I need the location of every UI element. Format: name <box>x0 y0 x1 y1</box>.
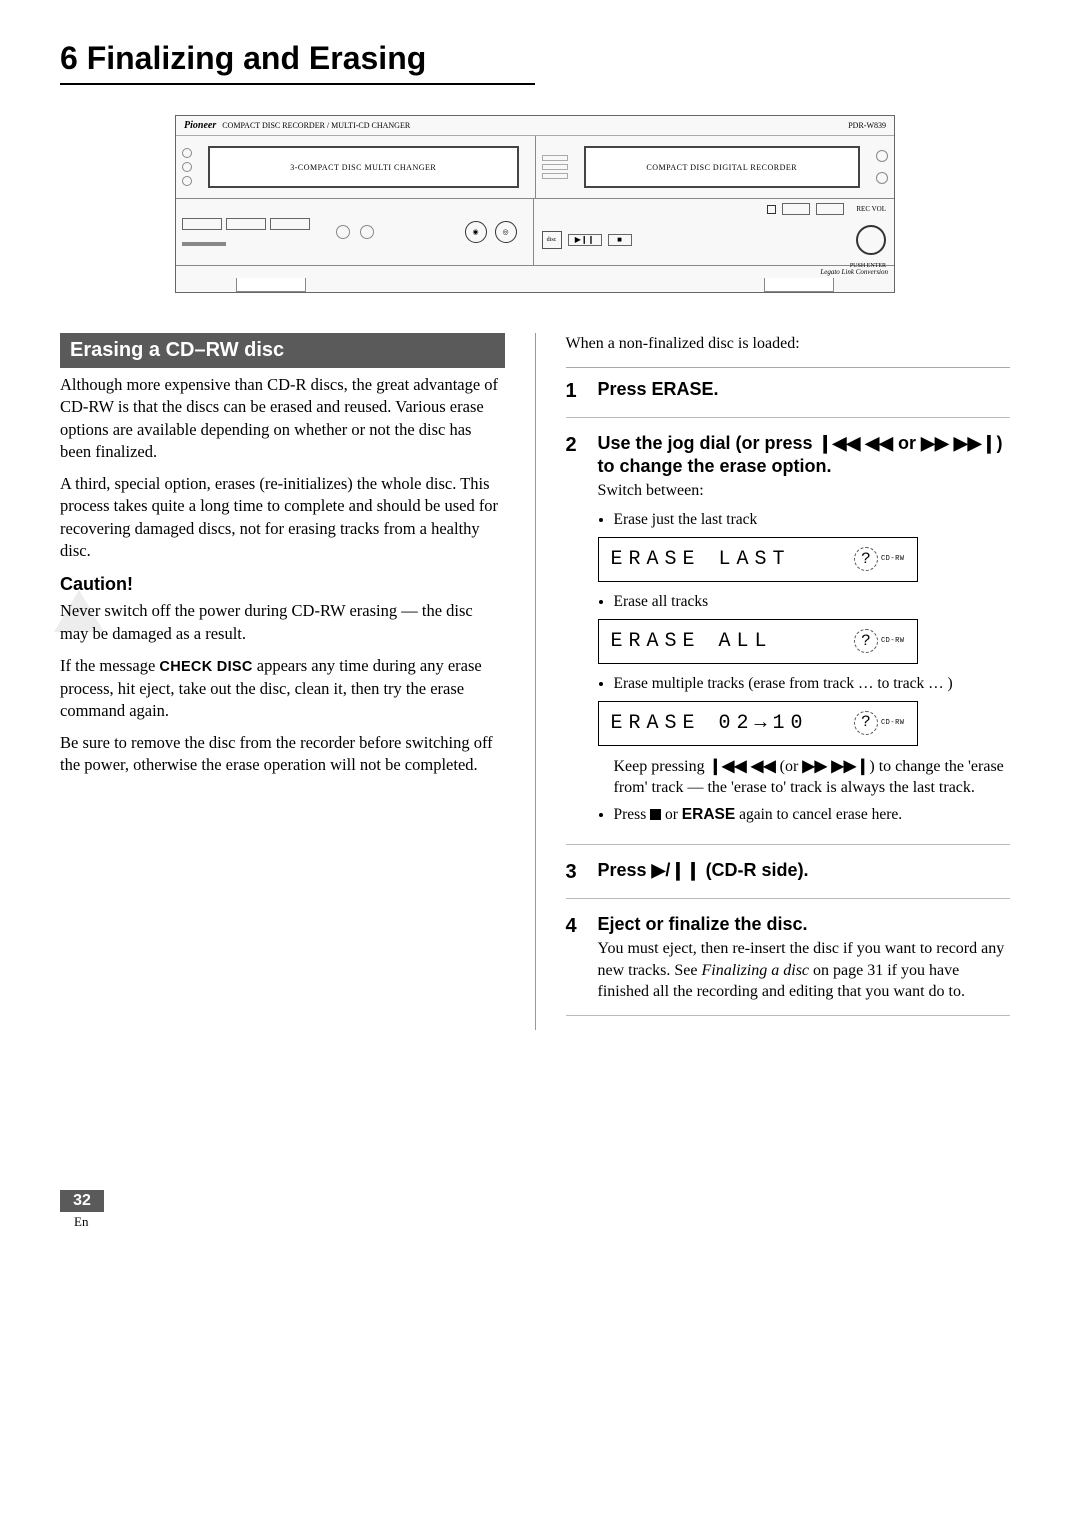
disc-query-icon: ? <box>854 547 878 571</box>
lcd-erase-all: ERASE ALL ?CD-RW <box>598 619 918 664</box>
device-diagram: Pioneer COMPACT DISC RECORDER / MULTI-CD… <box>175 115 895 293</box>
step-4-heading: Eject or finalize the disc. <box>598 913 1011 936</box>
page-number: 32 <box>60 1190 104 1212</box>
stop-icon <box>650 809 661 820</box>
keep-pressing-note: Keep pressing ❙◀◀ ◀◀ (or ▶▶ ▶▶❙) to chan… <box>614 756 1011 799</box>
skip-back-icon: ❙◀◀ ◀◀ <box>818 433 893 453</box>
left-tray: 3-COMPACT DISC MULTI CHANGER <box>208 146 519 188</box>
play-pause-icon: ▶/❙❙ <box>652 860 701 880</box>
page-language: En <box>60 1212 1010 1230</box>
intro-para-2: A third, special option, erases (re-init… <box>60 473 505 562</box>
caution-para-3: Be sure to remove the disc from the reco… <box>60 732 505 777</box>
record-button-icon: ◉ <box>465 221 487 243</box>
disc-query-icon: ? <box>854 629 878 653</box>
stop-icon <box>767 205 776 214</box>
skip-back-icon <box>782 203 810 215</box>
step-number: 4 <box>566 913 584 1003</box>
skip-back-icon: ❙◀◀ ◀◀ <box>709 758 776 775</box>
step-number: 1 <box>566 378 584 405</box>
step-1: 1 Press ERASE. <box>566 378 1011 418</box>
disc-query-icon: ? <box>854 711 878 735</box>
cd-logo-icon: disc <box>542 231 562 249</box>
bullet-erase-multiple: Erase multiple tracks (erase from track … <box>614 674 1011 695</box>
target-button-icon: ◎ <box>495 221 517 243</box>
lcd-erase-last: ERASE LAST ?CD-RW <box>598 537 918 582</box>
step-2-heading: Use the jog dial (or press ❙◀◀ ◀◀ or ▶▶ … <box>598 432 1011 479</box>
step-number: 3 <box>566 859 584 886</box>
play-pause-icon: ▶❙❙ <box>568 234 602 246</box>
step-4: 4 Eject or finalize the disc. You must e… <box>566 913 1011 1016</box>
check-disc-keyword: CHECK DISC <box>159 659 252 675</box>
step-number: 2 <box>566 432 584 832</box>
step-3-heading: Press ▶/❙❙ (CD-R side). <box>598 859 1011 882</box>
chapter-name: Finalizing and Erasing <box>87 40 427 76</box>
right-tray: COMPACT DISC DIGITAL RECORDER <box>584 146 861 188</box>
page-footer: 32 En <box>60 1190 1010 1230</box>
right-column: When a non-finalized disc is loaded: 1 P… <box>566 333 1011 1030</box>
lcd-erase-range: ERASE 02→10 ?CD-RW <box>598 701 918 746</box>
caution-para-2: If the message CHECK DISC appears any ti… <box>60 655 505 722</box>
device-trays: 3-COMPACT DISC MULTI CHANGER COMPACT DIS… <box>176 136 894 199</box>
right-intro: When a non-finalized disc is loaded: <box>566 333 1011 355</box>
caution-para-1: Never switch off the power during CD-RW … <box>60 600 505 645</box>
bullet-erase-last: Erase just the last track <box>614 510 1011 531</box>
step-3: 3 Press ▶/❙❙ (CD-R side). <box>566 859 1011 899</box>
brand-subtitle: COMPACT DISC RECORDER / MULTI-CD CHANGER <box>222 121 410 130</box>
cancel-note: Press or ERASE again to cancel erase her… <box>614 805 1011 826</box>
crossref: Finalizing a disc <box>701 962 809 979</box>
section-header: Erasing a CD–RW disc <box>60 333 505 368</box>
device-controls: ◉ ◎ REC VOL disc ▶❙❙ ■ PUSH ENTER <box>176 199 894 265</box>
step-2-sub: Switch between: <box>598 480 1011 502</box>
stop-button-icon: ■ <box>608 234 632 246</box>
skip-fwd-icon: ▶▶ ▶▶❙ <box>921 433 996 453</box>
chapter-number: 6 <box>60 40 78 76</box>
caution-heading: Caution! <box>60 572 505 596</box>
intro-para-1: Although more expensive than CD-R discs,… <box>60 374 505 463</box>
step-4-body: You must eject, then re-insert the disc … <box>598 938 1011 1003</box>
step-2: 2 Use the jog dial (or press ❙◀◀ ◀◀ or ▶… <box>566 432 1011 845</box>
brand-logo: Pioneer <box>184 120 216 131</box>
model-number: PDR-W839 <box>848 121 886 130</box>
jog-dial-icon <box>856 225 886 255</box>
step-1-heading: Press ERASE. <box>598 378 1011 401</box>
chapter-title: 6 Finalizing and Erasing <box>60 40 535 85</box>
rec-vol-label: REC VOL <box>856 205 886 213</box>
left-column: Erasing a CD–RW disc Although more expen… <box>60 333 505 1030</box>
column-separator <box>535 333 536 1030</box>
bullet-erase-all: Erase all tracks <box>614 592 1011 613</box>
skip-fwd-icon <box>816 203 844 215</box>
device-header: Pioneer COMPACT DISC RECORDER / MULTI-CD… <box>176 116 894 136</box>
skip-fwd-icon: ▶▶ ▶▶❙ <box>802 758 869 775</box>
